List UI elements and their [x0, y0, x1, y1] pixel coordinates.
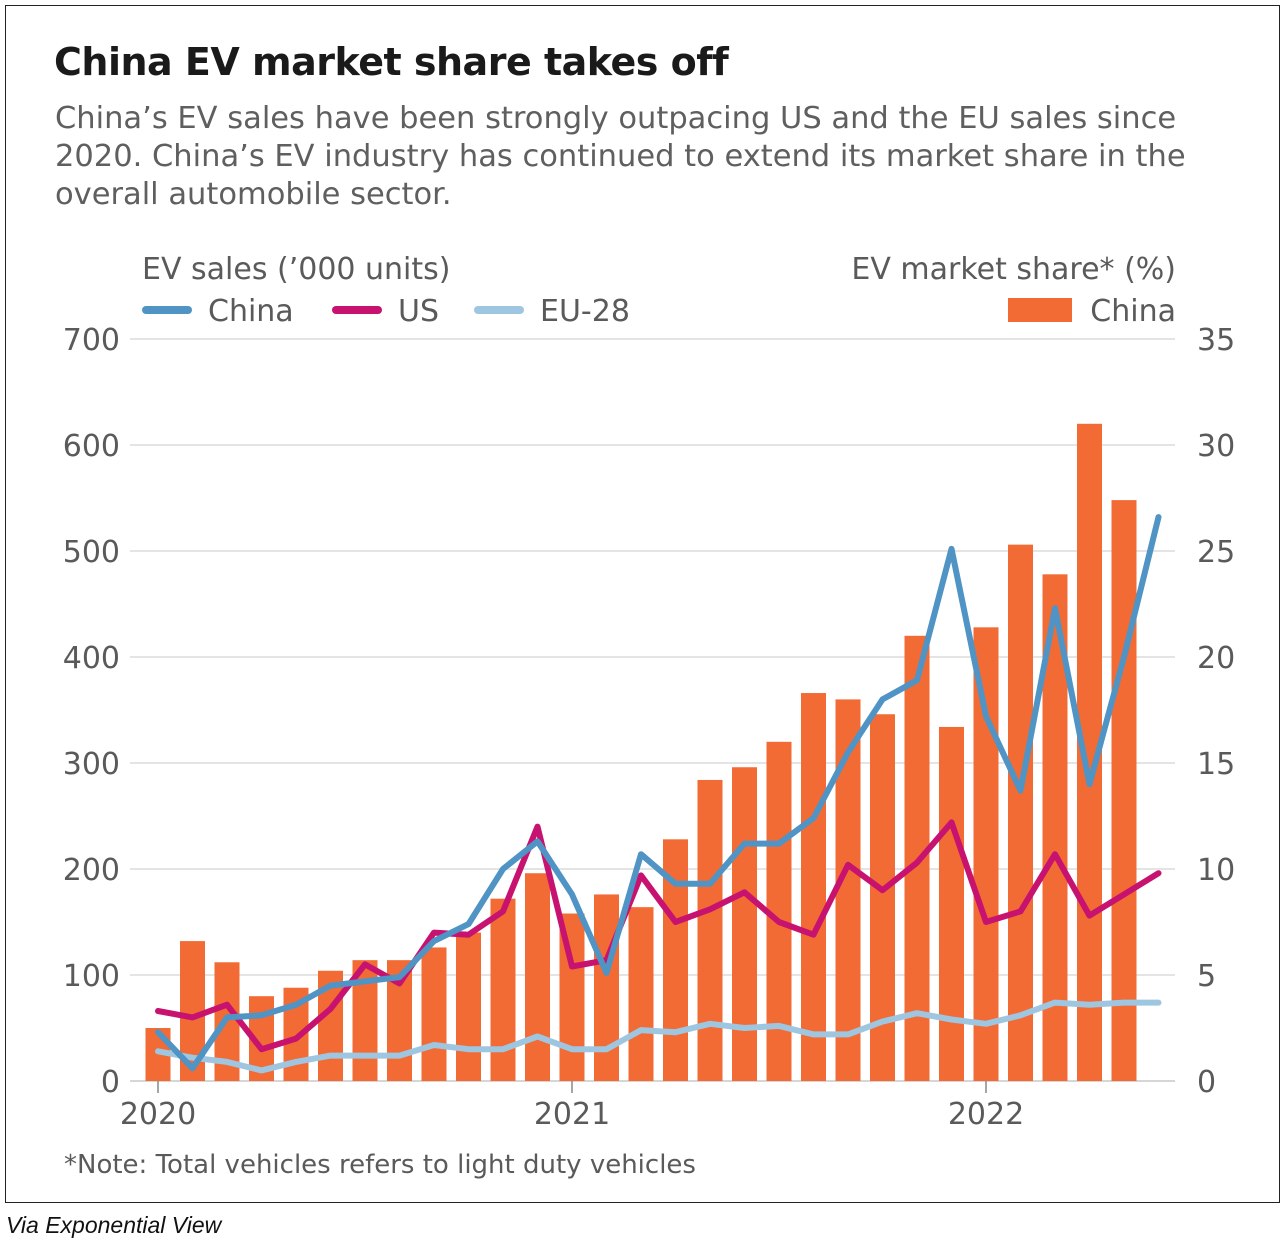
bar-china-share: [939, 726, 964, 1081]
chart-note: *Note: Total vehicles refers to light du…: [64, 1150, 696, 1180]
bar-china-share: [456, 932, 481, 1081]
line-us: [155, 819, 1162, 1053]
right-tick-label: 20: [1197, 641, 1235, 676]
bar-china-share: [628, 907, 654, 1081]
legend-china-share: China: [1008, 294, 1176, 329]
bar-china-share: [594, 894, 619, 1081]
legend-us-swatch: [332, 305, 382, 314]
right-tick-label: 10: [1197, 853, 1235, 888]
right-tick-label: 35: [1197, 323, 1235, 358]
chart-subtitle: China’s EV sales have been strongly outp…: [55, 101, 1186, 212]
source-credit: Via Exponential View: [6, 1212, 222, 1238]
left-tick-label: 100: [63, 959, 120, 994]
chart-frame: [5, 5, 1280, 1203]
legend-eu-label: EU-28: [540, 294, 630, 329]
left-tick-label: 200: [63, 853, 120, 888]
legend-eu: EU-28: [474, 294, 630, 329]
line-china: [155, 514, 1162, 1072]
bar-china-share: [421, 947, 447, 1081]
bar-china-share: [1008, 544, 1033, 1081]
legend-china-label: China: [208, 294, 294, 329]
bar-china-share: [525, 873, 550, 1081]
legend-china-swatch: [142, 305, 192, 314]
legend-us: US: [332, 294, 439, 329]
bar-china-share: [697, 779, 723, 1081]
bar-china-share: [732, 767, 757, 1081]
left-tick-label: 0: [101, 1065, 120, 1100]
legend-eu-swatch: [474, 305, 524, 314]
right-tick-label: 25: [1197, 535, 1235, 570]
chart-title: China EV market share takes off: [54, 40, 729, 84]
left-axis-title: EV sales (’000 units): [142, 252, 451, 287]
bar-china-share: [801, 693, 826, 1081]
x-tick-label: 2020: [120, 1097, 196, 1132]
legend-china-share-swatch: [1008, 297, 1073, 322]
right-tick-label: 30: [1197, 429, 1235, 464]
legend-china-share-label: China: [1090, 294, 1176, 329]
legend-china: China: [142, 294, 294, 329]
left-tick-label: 500: [63, 535, 120, 570]
left-tick-label: 600: [63, 429, 120, 464]
line-eu-28: [155, 999, 1162, 1074]
right-axis-title: EV market share* (%): [851, 252, 1176, 287]
left-tick-label: 700: [63, 323, 120, 358]
legend-us-label: US: [398, 294, 440, 329]
left-tick-label: 300: [63, 747, 120, 782]
x-tick-label: 2022: [948, 1097, 1024, 1132]
bar-china-share: [1111, 500, 1137, 1081]
bar-china-share: [490, 898, 516, 1081]
right-tick-label: 0: [1197, 1065, 1216, 1100]
bar-china-share: [973, 627, 999, 1081]
x-tick-label: 2021: [534, 1097, 610, 1132]
left-tick-label: 400: [63, 641, 120, 676]
right-tick-label: 5: [1197, 959, 1216, 994]
right-tick-label: 15: [1197, 747, 1235, 782]
